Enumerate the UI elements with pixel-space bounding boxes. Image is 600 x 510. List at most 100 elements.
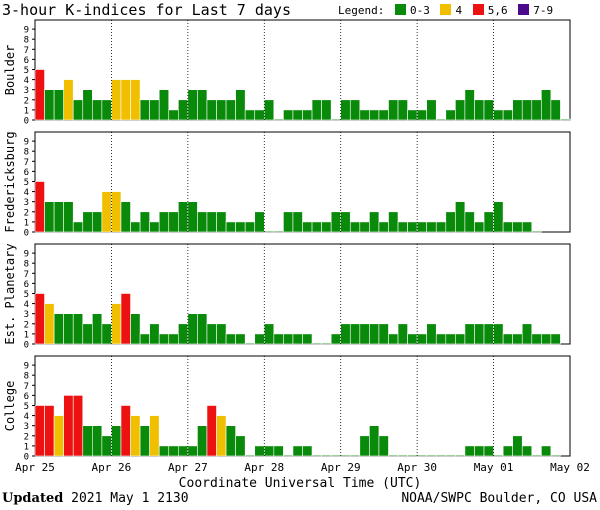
y-tick-label: 1 bbox=[24, 330, 29, 340]
k-index-bar bbox=[435, 454, 447, 457]
y-tick-label: 4 bbox=[24, 412, 29, 422]
k-index-bar bbox=[464, 89, 475, 121]
k-index-bar bbox=[225, 333, 236, 345]
k-index-bar bbox=[455, 201, 466, 233]
k-index-bar bbox=[378, 221, 389, 233]
k-index-bar bbox=[283, 211, 294, 233]
y-tick-label: 7 bbox=[24, 382, 29, 392]
k-index-bar bbox=[72, 313, 84, 345]
y-tick-label: 9 bbox=[24, 250, 29, 260]
k-index-bar bbox=[283, 333, 294, 345]
k-index-bar bbox=[149, 323, 160, 345]
k-index-bar bbox=[44, 89, 55, 121]
k-index-bar bbox=[483, 445, 494, 457]
legend-swatch-minor-storm bbox=[472, 4, 484, 15]
x-tick-label: Apr 28 bbox=[244, 461, 284, 474]
k-index-bar bbox=[139, 333, 150, 345]
credit-line: NOAA/SWPC Boulder, CO USA bbox=[401, 491, 597, 506]
k-index-bar bbox=[397, 99, 408, 121]
k-index-bar bbox=[512, 99, 523, 121]
k-index-bar bbox=[273, 230, 284, 233]
k-index-bar bbox=[206, 211, 217, 233]
k-index-bar bbox=[340, 454, 351, 457]
k-index-bar bbox=[283, 109, 294, 121]
k-index-bar bbox=[111, 425, 122, 457]
y-tick-label: 2 bbox=[24, 96, 29, 106]
k-index-bar bbox=[273, 445, 284, 457]
x-tick-label: Apr 30 bbox=[397, 461, 437, 474]
k-index-bar bbox=[388, 454, 399, 457]
y-tick-label: 8 bbox=[24, 260, 29, 270]
k-index-bar bbox=[149, 221, 160, 233]
k-index-bar bbox=[349, 99, 361, 121]
k-index-bar bbox=[244, 342, 256, 345]
k-index-bar bbox=[120, 405, 131, 457]
k-index-bar bbox=[340, 211, 351, 233]
k-index-bar bbox=[158, 89, 170, 121]
y-tick-label: 5 bbox=[24, 402, 29, 412]
k-index-bar bbox=[254, 211, 265, 233]
k-index-bar bbox=[178, 445, 189, 457]
k-index-bar bbox=[254, 445, 265, 457]
k-index-bar bbox=[244, 221, 256, 233]
k-index-bar bbox=[330, 454, 342, 457]
y-tick-label: 8 bbox=[24, 148, 29, 158]
y-tick-label: 9 bbox=[24, 26, 29, 36]
legend-item-severe-storm: 7-9 bbox=[518, 4, 553, 17]
k-index-bar bbox=[464, 445, 475, 457]
k-index-bar bbox=[541, 445, 552, 457]
k-index-bar bbox=[130, 415, 141, 457]
k-index-bar bbox=[426, 221, 437, 233]
k-index-bar bbox=[82, 323, 93, 345]
k-index-bar bbox=[359, 221, 370, 233]
k-index-bar bbox=[178, 323, 189, 345]
k-index-bar bbox=[378, 109, 389, 121]
k-index-bar bbox=[531, 99, 542, 121]
k-index-bar bbox=[225, 99, 236, 121]
k-index-bar bbox=[474, 445, 485, 457]
y-tick-label: 8 bbox=[24, 372, 29, 382]
y-tick-label: 2 bbox=[24, 208, 29, 218]
k-index-bar bbox=[187, 89, 198, 121]
k-index-bar bbox=[292, 211, 303, 233]
y-tick-label: 6 bbox=[24, 56, 29, 66]
k-index-bar bbox=[493, 109, 504, 121]
k-index-bar bbox=[63, 201, 74, 233]
k-index-bar bbox=[92, 313, 103, 345]
k-index-bar bbox=[178, 201, 189, 233]
k-index-bar bbox=[225, 221, 236, 233]
k-index-bar bbox=[388, 333, 399, 345]
k-index-bar bbox=[273, 333, 284, 345]
k-index-bar bbox=[521, 221, 533, 233]
k-index-bar bbox=[369, 323, 380, 345]
k-index-bar bbox=[244, 454, 256, 457]
k-index-bar bbox=[302, 221, 313, 233]
k-index-bar bbox=[216, 323, 227, 345]
k-index-bar bbox=[44, 201, 55, 233]
k-index-bar bbox=[263, 230, 275, 233]
k-index-bar bbox=[541, 333, 552, 345]
k-index-bar bbox=[292, 333, 303, 345]
legend-item-label: 5,6 bbox=[487, 4, 508, 17]
k-index-bar bbox=[369, 425, 380, 457]
y-tick-label: 9 bbox=[24, 138, 29, 148]
y-tick-label: 5 bbox=[24, 290, 29, 300]
k-index-bar bbox=[53, 415, 64, 457]
k-index-bar bbox=[235, 333, 246, 345]
k-index-bar bbox=[235, 89, 246, 121]
k-index-bar bbox=[168, 445, 179, 457]
k-index-bar bbox=[397, 323, 408, 345]
k-index-bar bbox=[512, 435, 523, 457]
k-index-bar bbox=[388, 211, 399, 233]
k-index-bar bbox=[359, 109, 370, 121]
legend-label: Legend: bbox=[338, 4, 385, 17]
legend-item-active: 4 bbox=[440, 4, 462, 17]
k-index-bar bbox=[455, 99, 466, 121]
x-tick-label: Apr 29 bbox=[321, 461, 361, 474]
k-index-bar bbox=[321, 221, 332, 233]
k-index-bar bbox=[474, 323, 485, 345]
k-index-bar bbox=[216, 99, 227, 121]
k-index-bar bbox=[445, 454, 456, 457]
k-index-bar bbox=[82, 89, 93, 121]
